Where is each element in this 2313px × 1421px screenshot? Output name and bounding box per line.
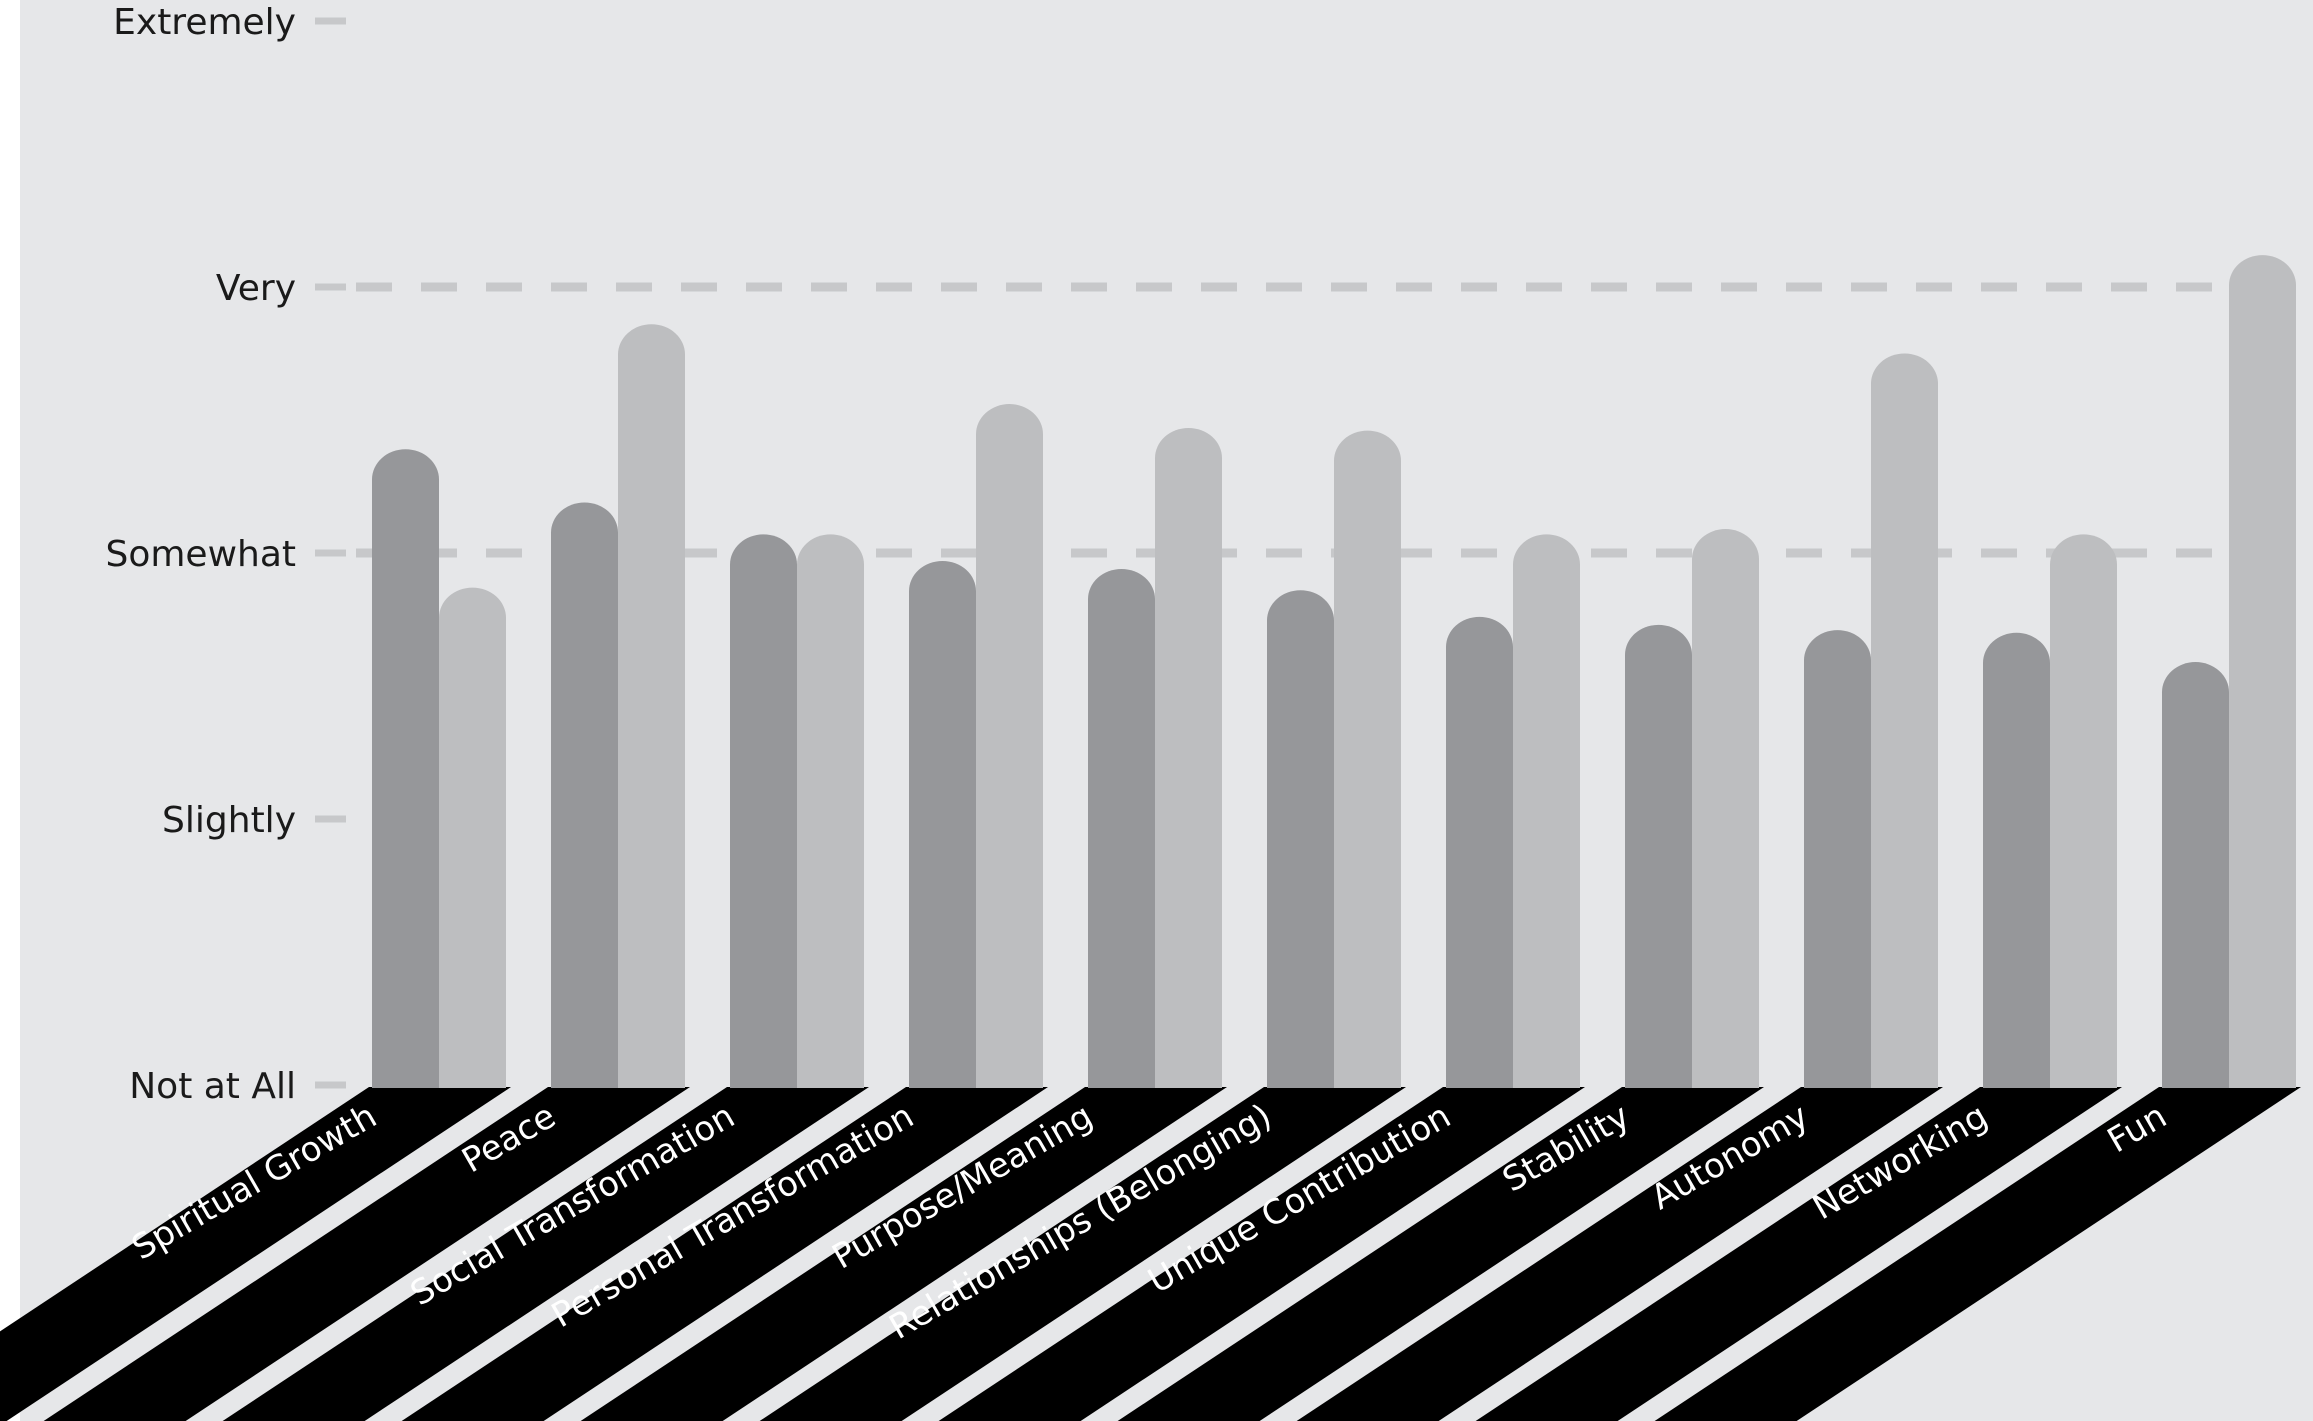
bar-series-1 xyxy=(1088,568,1155,1088)
bar-series-2 xyxy=(797,534,864,1088)
bar-series-1 xyxy=(551,502,618,1088)
bar-series-2 xyxy=(1512,534,1580,1088)
floor-strip xyxy=(1296,1087,1943,1421)
bar-series-1 xyxy=(1982,632,2050,1088)
bar-series-2 xyxy=(2229,255,2296,1088)
floor-strip xyxy=(759,1087,1406,1421)
bar-series-1 xyxy=(1446,616,1513,1088)
floor-strip xyxy=(938,1087,1585,1421)
bar-series-2 xyxy=(1692,529,1759,1088)
bar-series-2 xyxy=(1871,353,1938,1088)
floor-strip xyxy=(1475,1087,2122,1421)
bar-series-1 xyxy=(909,560,976,1088)
floor-strip xyxy=(1654,1087,2301,1421)
y-tick-label: Not at All xyxy=(129,1066,296,1107)
y-tick-label: Very xyxy=(216,268,296,309)
bar-series-1 xyxy=(2162,662,2229,1088)
bar-series-2 xyxy=(1155,427,1222,1089)
floor-strip xyxy=(580,1087,1227,1421)
floor-strip xyxy=(1117,1087,1764,1421)
bar-series-1 xyxy=(371,449,439,1088)
floor-strip xyxy=(43,1087,691,1421)
bar-series-1 xyxy=(730,534,797,1088)
y-tick-label: Somewhat xyxy=(105,534,296,575)
floor-strip xyxy=(222,1087,869,1421)
y-tick-label: Slightly xyxy=(162,800,296,841)
bar-series-2 xyxy=(618,324,685,1089)
floor-strip xyxy=(0,1087,511,1421)
bar-series-2 xyxy=(2050,534,2117,1088)
bar-series-1 xyxy=(1267,590,1334,1088)
y-tick-label: Extremely xyxy=(113,2,296,43)
bar-series-1 xyxy=(1625,624,1692,1088)
bar-series-2 xyxy=(1334,430,1401,1088)
floor-strip xyxy=(401,1087,1048,1421)
bar-series-2 xyxy=(976,404,1043,1088)
bar-series-2 xyxy=(439,587,506,1088)
bar-series-1 xyxy=(1804,630,1871,1088)
